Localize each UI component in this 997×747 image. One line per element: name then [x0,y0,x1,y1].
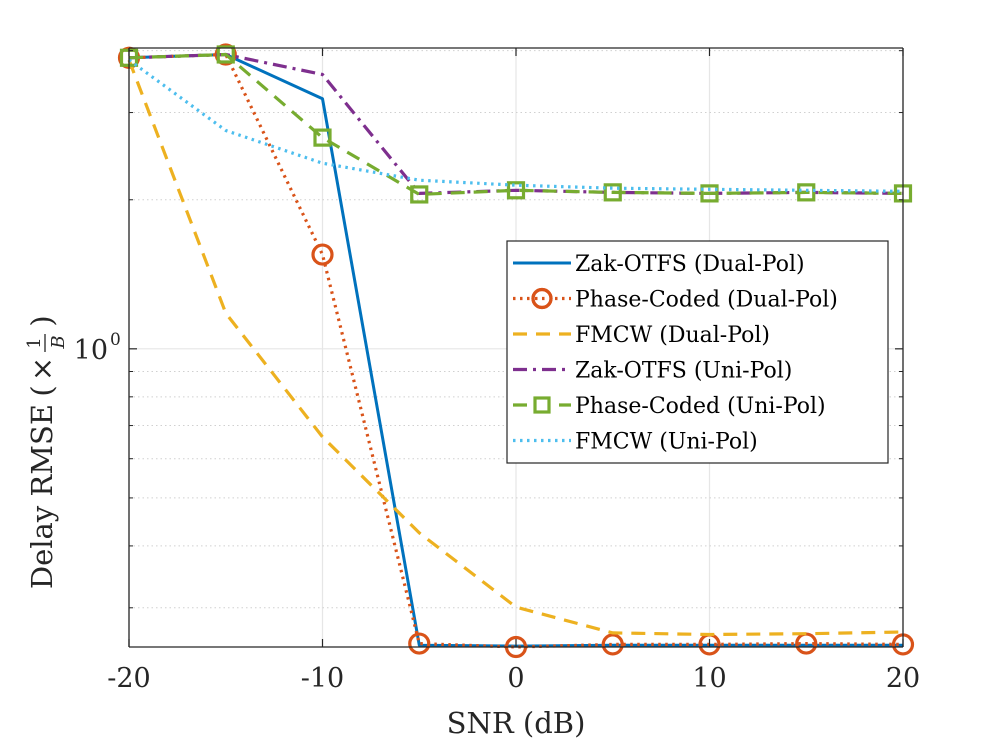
x-tick-label: 0 [507,663,524,694]
legend-swatch-circle-outline [531,287,553,310]
y-tick-label-base: 10 [74,335,108,366]
legend-label: Phase-Coded (Dual-Pol) [575,288,838,313]
y-axis-label-group: Delay RMSE ( × 1 B ) [24,315,69,589]
legend-item: FMCW (Dual-Pol) [513,323,770,348]
legend-label: Zak-OTFS (Dual-Pol) [575,252,805,277]
y-axis-unit-denominator: B [48,335,69,349]
y-axis-unit-open-paren: ( [25,385,59,396]
legend: Zak-OTFS (Dual-Pol) Phase-Coded (Dual-Pol… [506,240,889,464]
y-axis-unit-times: × [25,357,59,381]
legend-swatch-square [533,396,551,414]
x-tick-labels: -20 -10 0 10 20 [107,663,920,694]
legend-label: Phase-Coded (Uni-Pol) [575,394,826,419]
series-line-fmcw-dual-pol [127,59,904,637]
legend-box [506,240,889,464]
axes [128,47,904,648]
series-layer [117,43,915,659]
x-axis-label: SNR (dB) [447,706,586,740]
data-point-circle [311,243,334,266]
data-point-square [603,183,622,202]
legend-item: Zak-OTFS (Uni-Pol) [513,359,792,384]
legend-label: FMCW (Dual-Pol) [575,323,770,348]
data-point-square [700,184,719,203]
data-point-square [313,128,332,147]
data-point-square [506,181,526,200]
y-tick-labels: 10 0 [74,330,121,366]
legend-item: FMCW (Uni-Pol) [513,430,758,455]
y-tick-label: 10 0 [74,330,121,366]
x-tick-label: -10 [301,663,344,694]
x-tick-label: 10 [692,663,726,694]
series-line-phase-coded-uni-pol [128,52,904,196]
x-tick-label: -20 [107,663,150,694]
y-axis-unit-numerator: 1 [24,337,45,348]
legend-label: Zak-OTFS (Uni-Pol) [575,359,792,384]
y-axis-label: Delay RMSE [25,404,59,589]
legend-item: Phase-Coded (Dual-Pol) [513,288,838,313]
series-fmcw-dual-pol [127,59,904,637]
legend-item: Zak-OTFS (Dual-Pol) [513,252,805,277]
data-point-square [797,183,816,202]
legend-label: FMCW (Uni-Pol) [575,430,758,455]
x-tick-label: 20 [886,663,920,694]
data-point-circle [601,633,624,656]
legend-item: Phase-Coded (Uni-Pol) [513,394,826,419]
data-point-square [410,185,429,204]
data-point-square [216,45,235,64]
y-tick-label-exponent: 0 [110,330,121,350]
data-point-circle [408,632,431,655]
y-axis-unit-close-paren: ) [25,315,59,326]
